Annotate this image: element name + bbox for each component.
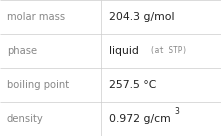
Bar [101, 68, 221, 102]
Text: 0.972 g/cm: 0.972 g/cm [109, 114, 171, 124]
Text: 204.3 g/mol: 204.3 g/mol [109, 12, 175, 22]
Text: density: density [7, 114, 43, 124]
Text: liquid: liquid [109, 46, 139, 56]
Bar [101, 34, 221, 68]
Text: 3: 3 [175, 107, 179, 116]
Text: 257.5 °C: 257.5 °C [109, 80, 157, 90]
Text: molar mass: molar mass [7, 12, 65, 22]
Bar [101, 102, 221, 136]
Bar [0, 68, 101, 102]
Bar [0, 34, 101, 68]
Text: boiling point: boiling point [7, 80, 69, 90]
Bar [0, 102, 101, 136]
Text: phase: phase [7, 46, 37, 56]
Bar [0, 0, 101, 34]
Text: (at STP): (at STP) [150, 47, 187, 55]
Bar [101, 0, 221, 34]
